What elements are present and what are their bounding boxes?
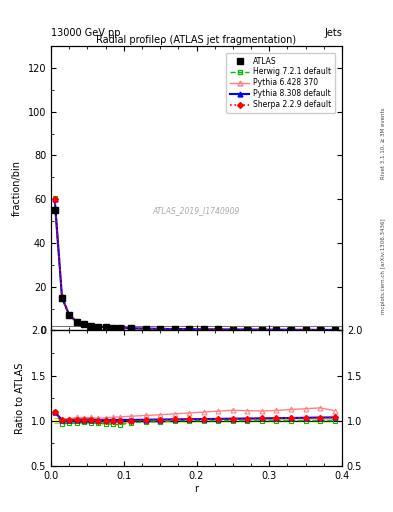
Y-axis label: fraction/bin: fraction/bin — [12, 160, 22, 216]
Text: Rivet 3.1.10, ≥ 3M events: Rivet 3.1.10, ≥ 3M events — [381, 108, 386, 179]
Y-axis label: Ratio to ATLAS: Ratio to ATLAS — [15, 362, 25, 434]
Legend: ATLAS, Herwig 7.2.1 default, Pythia 6.428 370, Pythia 8.308 default, Sherpa 2.2.: ATLAS, Herwig 7.2.1 default, Pythia 6.42… — [226, 53, 335, 113]
Text: 13000 GeV pp: 13000 GeV pp — [51, 28, 121, 38]
Title: Radial profileρ (ATLAS jet fragmentation): Radial profileρ (ATLAS jet fragmentation… — [96, 35, 297, 45]
Text: ATLAS_2019_I1740909: ATLAS_2019_I1740909 — [153, 206, 240, 216]
Text: Jets: Jets — [324, 28, 342, 38]
X-axis label: r: r — [195, 483, 198, 494]
Text: mcplots.cern.ch [arXiv:1306.3436]: mcplots.cern.ch [arXiv:1306.3436] — [381, 219, 386, 314]
